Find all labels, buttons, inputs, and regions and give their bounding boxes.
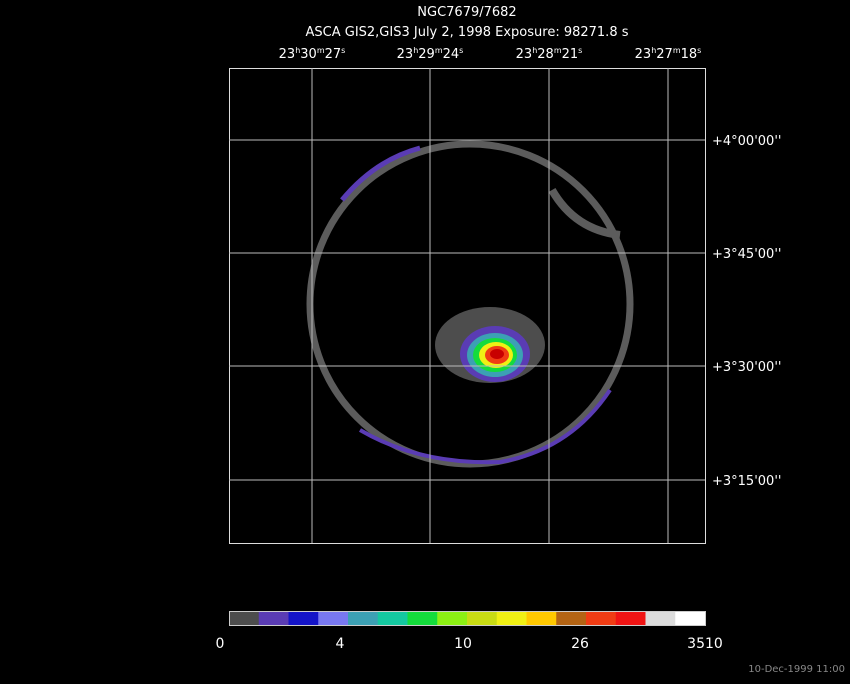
colorbar-swatch <box>437 611 468 625</box>
ra-unit: s <box>459 46 463 55</box>
ra-number: 27 <box>325 47 342 62</box>
colorbar-swatch <box>526 611 557 625</box>
timestamp: 10-Dec-1999 11:00 <box>748 664 845 675</box>
dec-label: +3°45'00'' <box>712 247 781 262</box>
colorbar-swatch <box>258 611 289 625</box>
ra-label: 23h29m24s <box>397 46 464 62</box>
colorbar-label: 10 <box>454 636 472 652</box>
ra-number: 18 <box>681 47 698 62</box>
colorbar-swatch <box>586 611 617 625</box>
source-core <box>490 349 504 359</box>
colorbar-swatch <box>377 611 408 625</box>
xray-image <box>306 140 634 468</box>
colorbar-label: 3510 <box>687 636 723 652</box>
ra-label: 23h28m21s <box>516 46 583 62</box>
ra-number: 23 <box>635 47 652 62</box>
ra-unit: m <box>554 46 562 55</box>
colorbar-label: 26 <box>571 636 589 652</box>
ra-unit: s <box>341 46 345 55</box>
colorbar-swatch <box>348 611 379 625</box>
plot-frame <box>229 68 706 544</box>
ra-label: 23h30m27s <box>279 46 346 62</box>
ra-unit: h <box>413 46 418 55</box>
dec-label: +4°00'00'' <box>712 134 781 149</box>
detector-ring <box>306 140 634 468</box>
colorbar-label: 0 <box>216 636 225 652</box>
ra-unit: m <box>317 46 325 55</box>
ra-unit: h <box>532 46 537 55</box>
ra-number: 28 <box>537 47 554 62</box>
ra-number: 21 <box>562 47 579 62</box>
ra-label: 23h27m18s <box>635 46 702 62</box>
colorbar-swatch <box>407 611 438 625</box>
subtitle: ASCA GIS2,GIS3 July 2, 1998 Exposure: 98… <box>306 25 629 40</box>
dec-label: +3°30'00'' <box>712 360 781 375</box>
ring-edge <box>358 388 612 465</box>
ra-unit: s <box>578 46 582 55</box>
ra-number: 23 <box>279 47 296 62</box>
ra-unit: h <box>651 46 656 55</box>
ra-unit: h <box>295 46 300 55</box>
colorbar-swatch <box>556 611 587 625</box>
colorbar-swatch <box>288 611 319 625</box>
colorbar-swatch <box>675 611 706 625</box>
ring-edge <box>340 145 421 202</box>
colorbar-label: 4 <box>336 636 345 652</box>
ra-number: 27 <box>656 47 673 62</box>
colorbar-swatch <box>645 611 676 625</box>
ra-number: 30 <box>300 47 317 62</box>
colorbar-swatch <box>496 611 527 625</box>
ra-number: 29 <box>418 47 435 62</box>
ra-unit: s <box>697 46 701 55</box>
ra-number: 23 <box>397 47 414 62</box>
colorbar-swatch <box>467 611 498 625</box>
colorbar-swatch <box>229 611 260 625</box>
ra-number: 23 <box>516 47 533 62</box>
dec-label: +3°15'00'' <box>712 474 781 489</box>
ra-unit: m <box>435 46 443 55</box>
ring-feature <box>548 187 621 239</box>
title: NGC7679/7682 <box>417 5 516 20</box>
colorbar-swatch <box>318 611 349 625</box>
ra-unit: m <box>673 46 681 55</box>
colorbar-frame <box>229 611 706 626</box>
coordinate-grid <box>229 68 706 544</box>
colorbar-swatch <box>615 611 646 625</box>
ra-number: 24 <box>443 47 460 62</box>
